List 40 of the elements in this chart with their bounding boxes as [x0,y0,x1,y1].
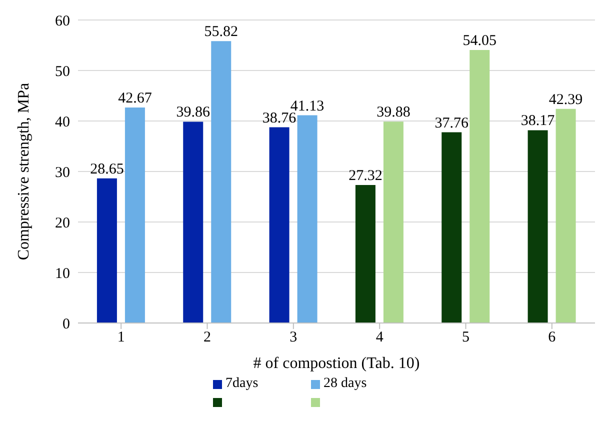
y-tick-label: 40 [55,114,70,130]
x-tick-label: 1 [117,330,125,346]
bar [183,122,204,323]
y-tick-label: 0 [62,316,70,332]
y-tick-label: 60 [55,13,70,30]
data-label: 55.82 [204,24,238,40]
x-tick-label: 5 [462,330,470,346]
data-label: 39.88 [376,104,410,121]
data-label: 39.86 [176,104,210,121]
bar [297,115,318,323]
data-label: 38.17 [520,113,556,130]
bar [442,132,462,323]
bar [470,50,490,323]
data-label: 42.67 [118,90,152,107]
y-tick-label: 20 [55,215,70,232]
bar [355,185,376,323]
bar [556,108,576,323]
bar [124,108,145,323]
data-label: 42.39 [548,92,583,108]
bar [383,122,404,323]
y-axis-title: Compressive strength, MPa [16,82,33,260]
data-label: 37.76 [434,115,469,132]
legend-label: 7days [226,376,258,392]
y-tick-label: 50 [55,64,70,80]
bar [528,130,548,323]
y-tick-label: 30 [55,164,70,181]
x-axis-title: # of compostion (Tab. 10) [253,355,420,372]
data-label: 54.05 [462,33,496,50]
x-tick-label: 3 [290,330,298,346]
data-label: 38.76 [262,110,297,126]
bar [269,127,290,323]
x-tick-label: 6 [548,330,556,346]
legend-label: 28 days [324,376,367,392]
x-tick-label: 2 [204,330,211,346]
y-tick-label: 10 [55,266,70,282]
data-label: 27.32 [348,168,382,184]
bar [96,178,117,323]
x-tick-label: 4 [376,330,384,346]
bar [211,41,232,323]
data-label: 28.65 [90,161,124,178]
